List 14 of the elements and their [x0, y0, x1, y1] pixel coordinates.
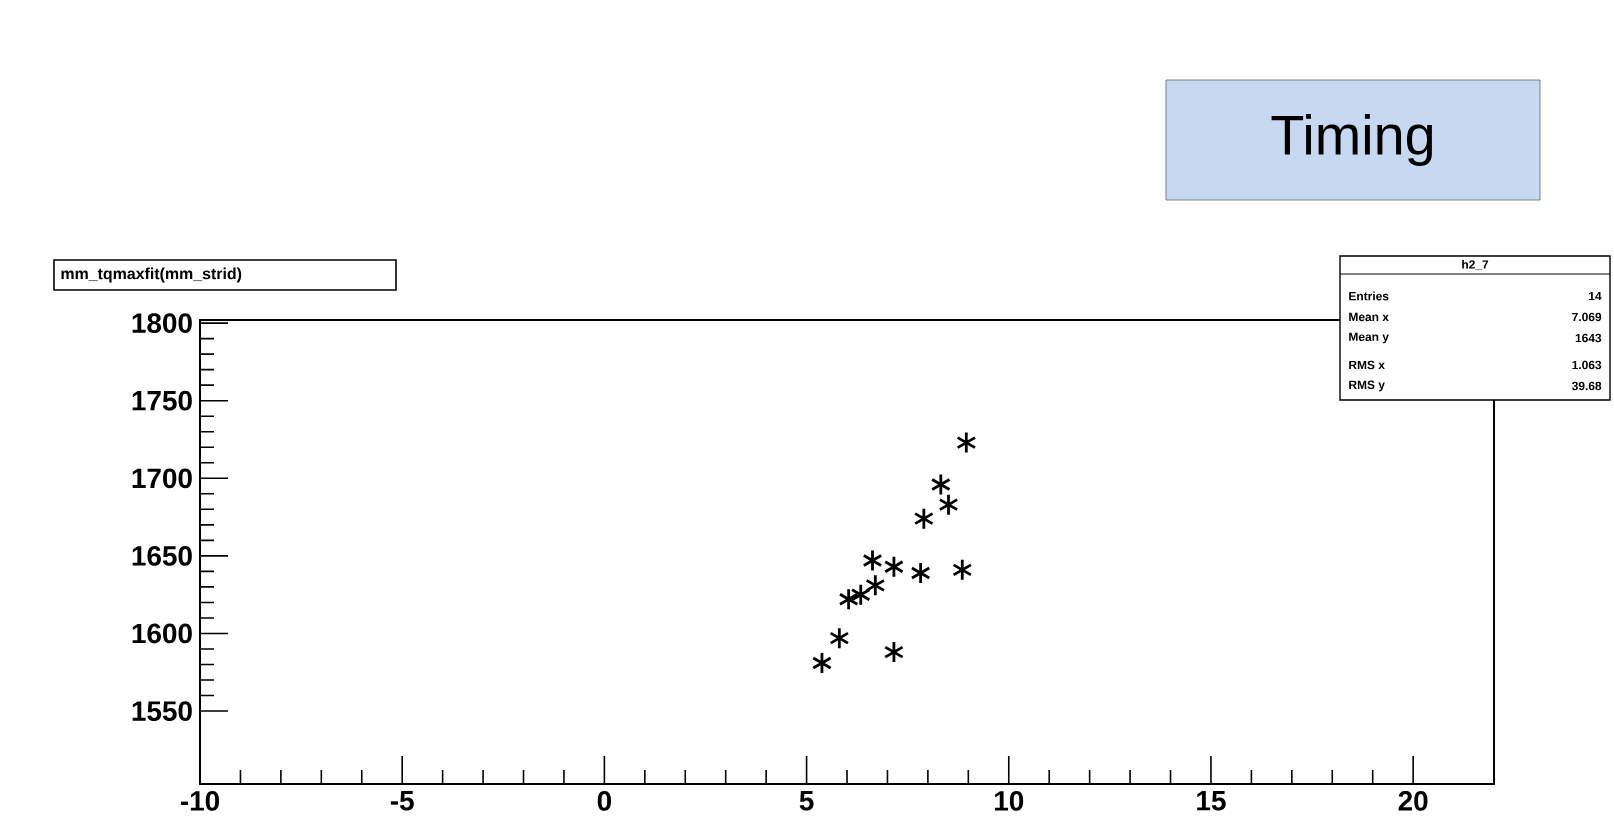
x-tick-label: 15: [1197, 791, 1226, 811]
y-tick-label: 1750: [132, 390, 192, 411]
x-tick-label: 20: [1398, 791, 1428, 811]
x-tick-label: -10: [180, 791, 220, 811]
x-tick-label: 0: [597, 791, 612, 811]
y-tick-label: 1800: [132, 313, 192, 333]
y-tick-label: 1700: [132, 468, 192, 489]
x-tick-label: 5: [799, 791, 814, 811]
y-tick-label: 1550: [132, 701, 192, 721]
x-tick-label: -5: [390, 791, 414, 811]
y-tick-label: 1600: [132, 623, 192, 644]
y-tick-label: 1650: [132, 545, 192, 566]
text: Timing: [1271, 114, 1433, 166]
x-tick-label: 10: [995, 791, 1024, 811]
